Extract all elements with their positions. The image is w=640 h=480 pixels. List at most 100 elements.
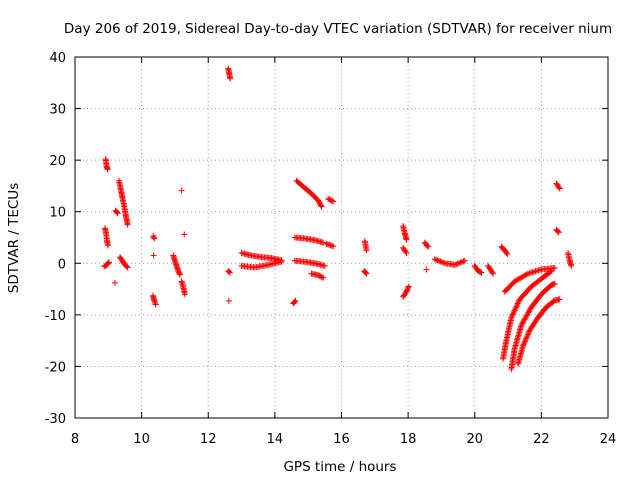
data-point	[451, 261, 458, 268]
data-point	[151, 235, 158, 242]
data-point	[326, 241, 333, 248]
data-point	[526, 328, 533, 335]
data-point	[568, 262, 575, 269]
data-point	[402, 289, 409, 296]
data-point	[405, 283, 412, 290]
data-point	[123, 263, 130, 270]
data-point	[328, 242, 335, 249]
data-point	[510, 310, 517, 317]
data-point	[363, 270, 370, 277]
data-point	[105, 260, 112, 267]
x-tick-label: 10	[133, 432, 150, 447]
data-point	[404, 286, 411, 293]
x-tick-label: 22	[533, 432, 550, 447]
data-point	[521, 338, 528, 345]
data-point	[330, 243, 337, 250]
data-point	[508, 314, 515, 321]
data-point	[431, 256, 438, 263]
data-point	[403, 249, 410, 256]
y-tick-label: -20	[45, 360, 66, 375]
data-point	[511, 307, 518, 314]
x-tick-label: 12	[200, 432, 217, 447]
data-point	[522, 337, 529, 344]
data-point	[227, 75, 234, 82]
data-point	[509, 311, 516, 318]
data-point	[524, 332, 531, 339]
data-point	[181, 231, 188, 238]
data-point	[523, 334, 530, 341]
data-point	[512, 304, 519, 311]
x-tick-label: 16	[333, 432, 350, 447]
y-tick-label: 40	[49, 51, 66, 66]
data-point	[181, 291, 188, 298]
x-tick-label: 8	[71, 432, 79, 447]
y-tick-label: -30	[45, 412, 66, 427]
data-point	[520, 342, 527, 349]
data-point	[551, 264, 558, 271]
data-point	[402, 248, 409, 255]
x-axis-label: GPS time / hours	[283, 459, 396, 475]
data-point	[150, 252, 157, 259]
data-point	[461, 257, 468, 264]
data-point	[423, 266, 430, 273]
data-point	[124, 221, 131, 228]
data-point	[226, 268, 233, 275]
data-point	[403, 288, 410, 295]
data-point	[515, 299, 522, 306]
data-point	[291, 298, 298, 305]
data-point	[510, 308, 517, 315]
data-point	[556, 296, 563, 303]
data-point	[454, 260, 461, 267]
y-tick-label: -10	[45, 309, 66, 324]
data-point	[521, 339, 528, 346]
data-point	[555, 184, 562, 191]
data-points	[101, 65, 575, 373]
data-point	[551, 280, 558, 287]
data-point	[440, 259, 447, 266]
data-point	[405, 284, 412, 291]
data-point	[152, 301, 159, 308]
x-tick-label: 14	[267, 432, 284, 447]
data-point	[327, 242, 334, 249]
x-tick-label: 20	[466, 432, 483, 447]
data-point	[403, 236, 410, 243]
data-point	[278, 258, 285, 265]
data-point	[178, 187, 185, 194]
data-point	[525, 330, 532, 337]
data-point	[520, 341, 527, 348]
data-point	[554, 228, 561, 235]
data-point	[176, 270, 183, 277]
data-point	[111, 279, 118, 286]
data-point	[437, 258, 444, 265]
data-point	[490, 270, 497, 277]
y-tick-label: 10	[49, 206, 66, 221]
data-point	[324, 241, 331, 248]
data-point	[523, 271, 530, 278]
data-point	[504, 251, 511, 258]
data-point	[434, 257, 441, 264]
data-point	[436, 257, 443, 264]
data-point	[425, 243, 432, 250]
y-tick-label: 20	[49, 154, 66, 169]
data-point	[320, 274, 327, 281]
data-point	[330, 198, 337, 205]
y-axis-label: SDTVAR / TECUs	[6, 183, 22, 293]
y-tick-label: 0	[58, 257, 66, 272]
data-point	[362, 269, 369, 276]
data-point	[514, 301, 521, 308]
data-point	[404, 287, 411, 294]
data-point	[456, 260, 463, 267]
data-point	[555, 229, 562, 236]
data-point	[453, 261, 460, 268]
data-point	[323, 240, 330, 247]
data-point	[320, 239, 327, 246]
data-point	[124, 264, 131, 271]
data-point	[150, 232, 157, 239]
data-point	[328, 197, 335, 204]
data-point	[489, 269, 496, 276]
data-point	[512, 306, 519, 313]
data-point	[433, 256, 440, 263]
data-point	[438, 259, 445, 266]
data-point	[523, 335, 530, 342]
data-point	[317, 202, 324, 209]
